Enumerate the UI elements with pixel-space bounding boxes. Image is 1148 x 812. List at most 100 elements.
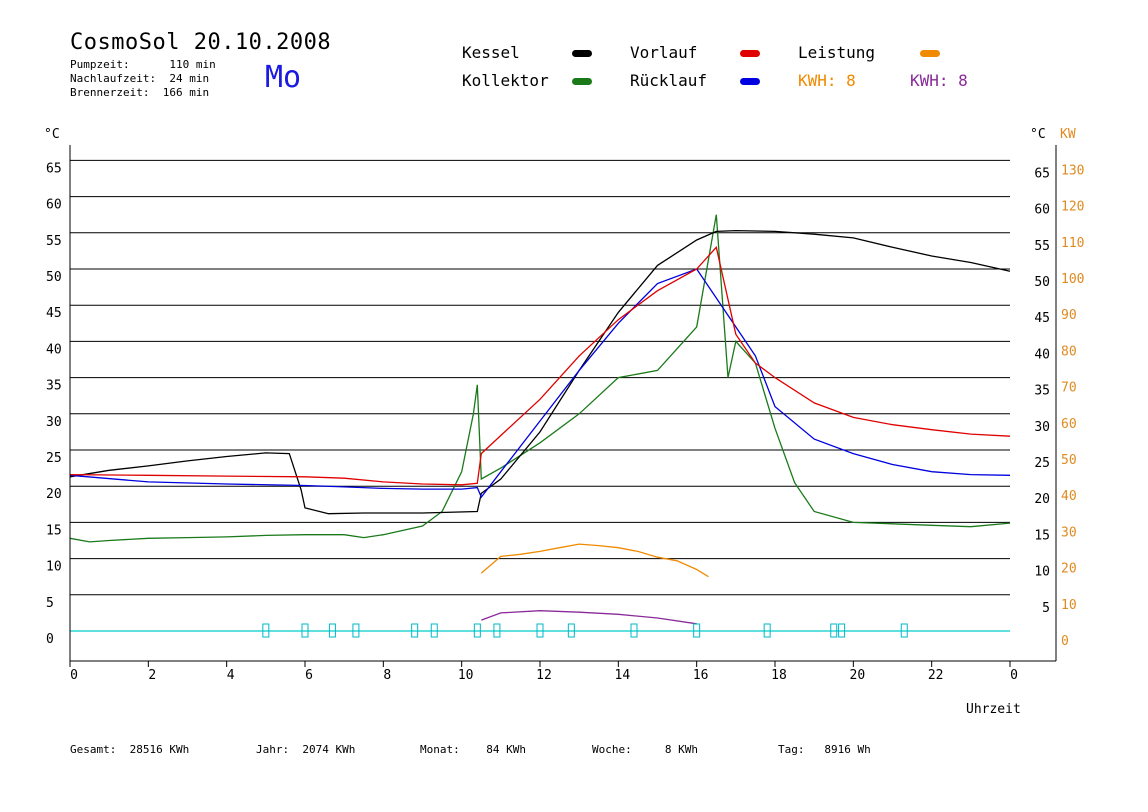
- y-right-tick-label: 60: [1034, 203, 1050, 218]
- y-kw-tick-label: 110: [1061, 236, 1084, 251]
- x-axis-title: Uhrzeit: [966, 702, 1021, 717]
- series-line-leistung: [480, 543, 709, 578]
- pump-marker: [830, 623, 838, 638]
- y-left-tick-label: 15: [46, 523, 62, 538]
- pump-marker: [262, 623, 270, 638]
- chart-axes: [69, 145, 1057, 667]
- pump-marker: [838, 623, 846, 638]
- pump-marker: [430, 623, 438, 638]
- series-line-vorlauf: [69, 245, 1011, 486]
- y-left-tick-label: 40: [46, 342, 62, 357]
- chart-tick-labels: 0 2 4 6 8 10 12 14 16 18 20 22 0 0 5 10 15 20 25 30 35 40 45 50…: [44, 127, 1084, 683]
- pump-marker: [630, 623, 638, 638]
- chart-gridlines: [70, 159, 1010, 632]
- y-right-tick-label: 50: [1034, 275, 1050, 290]
- y-kw-tick-label: 80: [1061, 344, 1077, 359]
- y-left-tick-label: 50: [46, 270, 62, 285]
- y-right-tick-label: 45: [1034, 311, 1050, 326]
- x-tick-label: 0: [70, 668, 78, 683]
- stat-gesamt: Gesamt: 28516 KWh: [70, 743, 190, 756]
- pump-marker: [473, 623, 481, 638]
- y-kw-tick-label: 0: [1061, 634, 1069, 649]
- legend-kwh-purple: KWH: 8: [910, 71, 968, 90]
- pump-marker: [301, 623, 309, 638]
- x-tick-label: 20: [850, 668, 866, 683]
- y-left-tick-label: 35: [46, 379, 62, 394]
- legend-kollektor-label: Kollektor: [462, 71, 549, 90]
- y-right-tick-label: 65: [1034, 166, 1050, 181]
- legend-leistung-label: Leistung: [798, 43, 876, 62]
- series-line-kwh: [481, 610, 697, 625]
- x-tick-label: 4: [227, 668, 235, 683]
- y-right-tick-label: 10: [1034, 565, 1050, 580]
- y-left-tick-label: 5: [46, 596, 54, 611]
- pumpzeit-text: Pumpzeit: 110 min: [70, 58, 216, 71]
- x-tick-label: 10: [458, 668, 474, 683]
- x-tick-label: 12: [536, 668, 552, 683]
- y-kw-unit-label: KW: [1060, 127, 1076, 142]
- pump-marker: [900, 623, 908, 638]
- y-kw-tick-label: 60: [1061, 417, 1077, 432]
- y-right-tick-label: 35: [1034, 384, 1050, 399]
- y-kw-tick-label: 30: [1061, 525, 1077, 540]
- x-tick-label: 6: [305, 668, 313, 683]
- legend-vorlauf-swatch: [740, 50, 760, 57]
- y-kw-tick-label: 10: [1061, 598, 1077, 613]
- y-left-tick-label: 25: [46, 451, 62, 466]
- y-right-tick-label: 55: [1034, 239, 1050, 254]
- y-left-tick-label: 30: [46, 415, 62, 430]
- legend-kwh-orange: KWH: 8: [798, 71, 856, 90]
- pump-marker: [567, 623, 575, 638]
- nachlaufzeit-text: Nachlaufzeit: 24 min: [70, 72, 210, 85]
- y-right-tick-label: 40: [1034, 347, 1050, 362]
- legend-ruecklauf-swatch: [740, 78, 760, 85]
- x-tick-label: 16: [693, 668, 709, 683]
- y-kw-tick-label: 70: [1061, 381, 1077, 396]
- pump-marker: [352, 623, 360, 638]
- brennerzeit-text: Brennerzeit: 166 min: [70, 86, 210, 99]
- y-left-tick-label: 60: [46, 198, 62, 213]
- y-left-tick-label: 55: [46, 234, 62, 249]
- pump-marker: [328, 623, 336, 638]
- x-tick-label: 22: [928, 668, 944, 683]
- y-right-tick-label: 25: [1034, 456, 1050, 471]
- x-tick-label: 8: [383, 668, 391, 683]
- stat-tag: Tag: 8916 Wh: [778, 743, 871, 756]
- y-left-unit-label: °C: [44, 127, 60, 142]
- y-kw-tick-label: 120: [1061, 200, 1084, 215]
- stat-woche: Woche: 8 KWh: [592, 743, 698, 756]
- y-left-tick-label: 45: [46, 306, 62, 321]
- chart-title: CosmoSol 20.10.2008: [70, 30, 332, 55]
- y-right-tick-label: 15: [1034, 528, 1050, 543]
- series-line-ruecklauf: [69, 268, 1011, 499]
- y-kw-tick-label: 50: [1061, 453, 1077, 468]
- y-left-tick-label: 10: [46, 560, 62, 575]
- weekday-label: Mo: [265, 60, 302, 95]
- pump-marker: [411, 623, 419, 638]
- y-right-tick-label: 30: [1034, 420, 1050, 435]
- stat-jahr: Jahr: 2074 KWh: [256, 743, 356, 756]
- pump-marker: [536, 623, 544, 638]
- legend-kessel-label: Kessel: [462, 43, 520, 62]
- x-tick-label: 0: [1010, 668, 1018, 683]
- legend-ruecklauf-label: Rücklauf: [630, 71, 708, 90]
- x-tick-label: 14: [615, 668, 631, 683]
- y-kw-tick-label: 90: [1061, 308, 1077, 323]
- legend-kessel-swatch: [572, 50, 592, 57]
- y-right-unit-label: °C: [1030, 127, 1046, 142]
- y-kw-tick-label: 100: [1061, 272, 1084, 287]
- chart-series: [69, 214, 1011, 638]
- series-line-kessel: [69, 229, 1011, 515]
- pump-marker: [763, 623, 771, 638]
- legend-leistung-swatch: [920, 50, 940, 57]
- x-tick-label: 2: [148, 668, 156, 683]
- y-right-tick-label: 5: [1042, 601, 1050, 616]
- y-left-tick-label: 65: [46, 161, 62, 176]
- y-left-tick-label: 20: [46, 487, 62, 502]
- legend-vorlauf-label: Vorlauf: [630, 43, 698, 62]
- pump-marker: [493, 623, 501, 638]
- y-right-tick-label: 20: [1034, 492, 1050, 507]
- stat-monat: Monat: 84 KWh: [420, 743, 526, 756]
- x-tick-label: 18: [771, 668, 787, 683]
